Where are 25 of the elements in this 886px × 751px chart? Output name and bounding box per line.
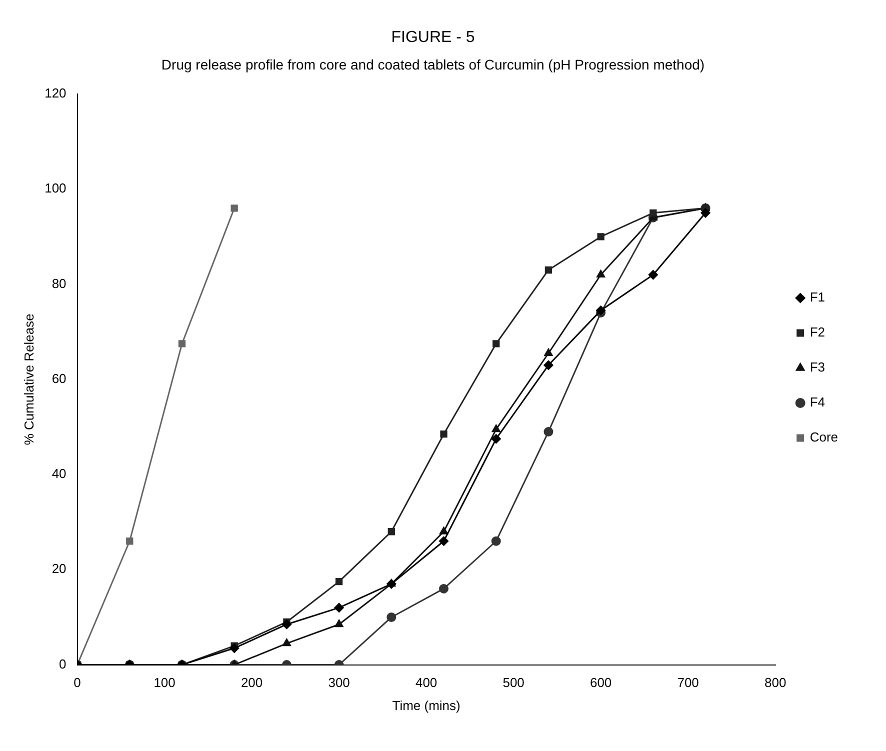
x-tick-label: 100 bbox=[154, 675, 176, 690]
x-tick-label: 0 bbox=[74, 675, 81, 690]
y-tick-label: 80 bbox=[52, 276, 66, 291]
x-tick-label: 400 bbox=[415, 675, 438, 690]
y-tick-label: 60 bbox=[52, 370, 66, 386]
legend-label: Core bbox=[810, 430, 838, 445]
y-tick-label: 120 bbox=[44, 86, 66, 101]
x-tick-label: 500 bbox=[502, 675, 524, 690]
y-axis-title: % Cumulative Release bbox=[21, 314, 36, 446]
x-axis-title: Time (mins) bbox=[392, 698, 460, 713]
x-tick-label: 700 bbox=[677, 675, 699, 690]
legend-label: F3 bbox=[810, 360, 825, 375]
x-tick-label: 200 bbox=[240, 675, 263, 690]
legend-label: F4 bbox=[810, 394, 825, 410]
legend-label: F2 bbox=[810, 324, 825, 340]
legend-label: F1 bbox=[810, 290, 825, 305]
chart-title: FIGURE - 5 bbox=[391, 29, 475, 46]
y-tick-label: 100 bbox=[44, 180, 66, 196]
x-tick-label: 600 bbox=[590, 675, 612, 690]
chart-subtitle: Drug release profile from core and coated tablets of Curcumin (pH Progression method) bbox=[161, 56, 705, 72]
y-tick-label: 40 bbox=[52, 466, 66, 482]
y-tick-label: 20 bbox=[52, 561, 66, 576]
x-tick-label: 800 bbox=[764, 675, 786, 690]
x-tick-label: 300 bbox=[328, 675, 350, 690]
y-tick-label: 0 bbox=[59, 656, 66, 672]
